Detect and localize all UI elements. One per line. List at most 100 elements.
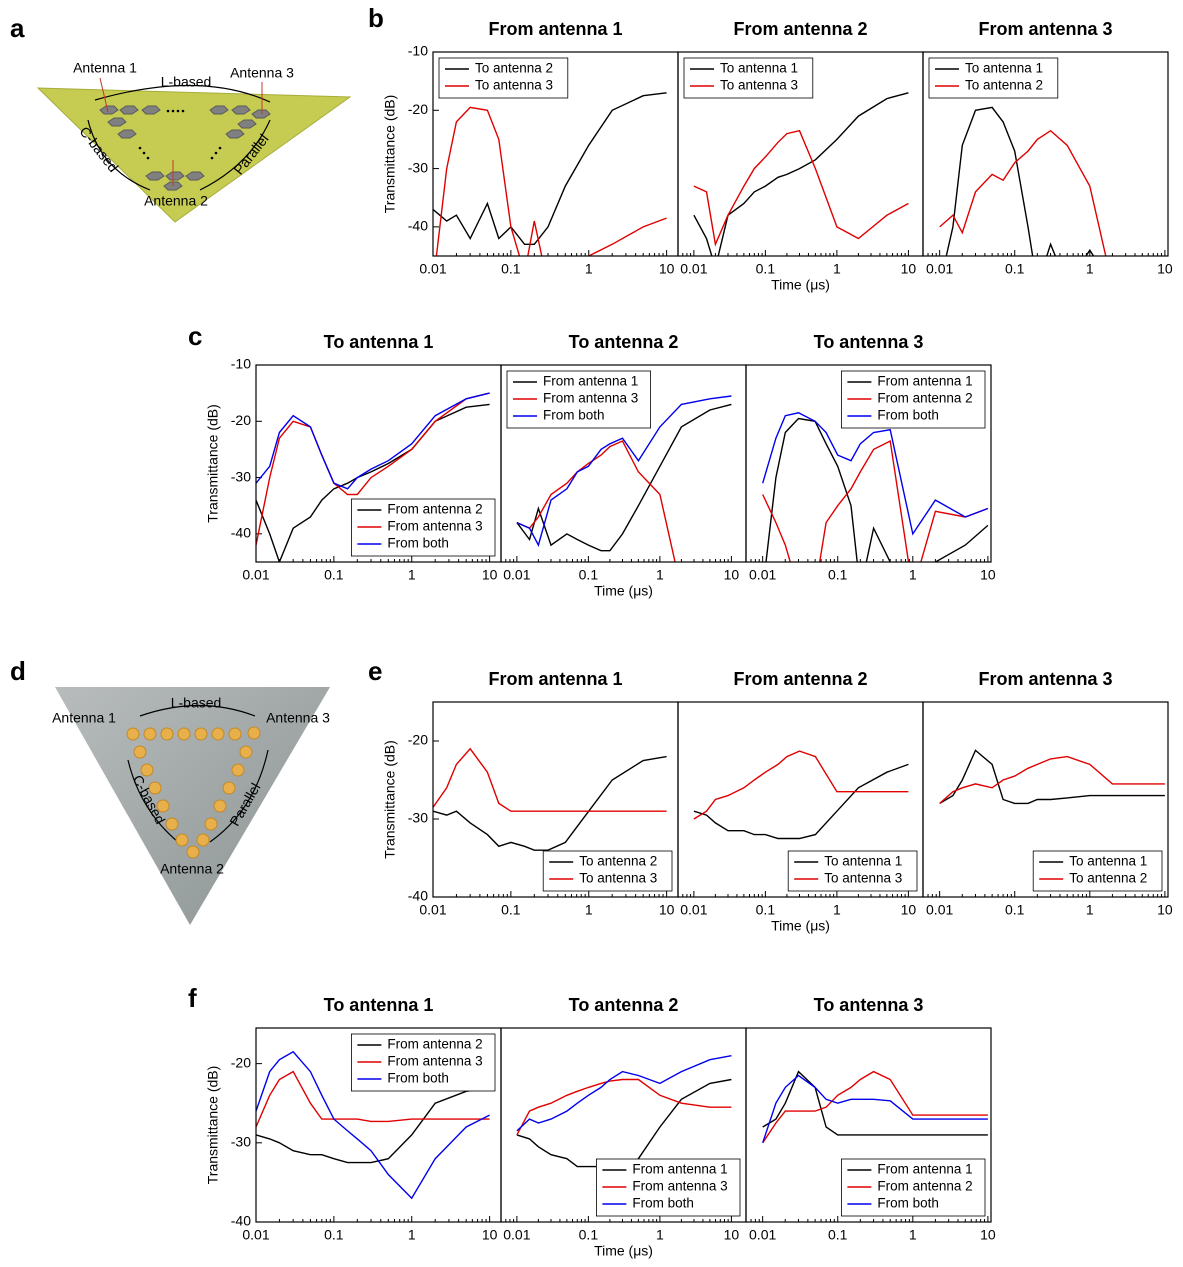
x-tick-label: 0.01 [242, 567, 269, 583]
x-tick-label: 0.1 [828, 1227, 848, 1243]
y-tick-label: -20 [231, 1054, 251, 1070]
x-tick-label: 10 [1157, 261, 1173, 277]
chart-title: To antenna 1 [324, 995, 434, 1015]
lines [693, 750, 909, 840]
legend-label: To antenna 1 [824, 854, 902, 869]
line-series [693, 750, 909, 820]
x-tick-label: 1 [585, 902, 593, 918]
legend-label: To antenna 3 [579, 871, 657, 886]
y-tick-label: -10 [231, 356, 251, 372]
x-tick-label: 1 [909, 1227, 917, 1243]
line-series [256, 1086, 490, 1164]
legend-label: From antenna 1 [543, 374, 638, 389]
x-tick-label: 0.1 [501, 902, 521, 918]
chart: To antenna 1 0.01 0.1 1 10 -40 -30 -20 -10 Transm… [205, 332, 502, 583]
x-tick-label: 0.01 [926, 902, 953, 918]
x-tick-label: 1 [656, 567, 664, 583]
line-series [693, 763, 909, 840]
x-tick-label: 10 [901, 261, 917, 277]
legend-box [683, 57, 814, 99]
legend-label: From both [632, 1196, 694, 1211]
line-series [435, 106, 667, 256]
panel-label: d [10, 656, 26, 686]
legend-label: From antenna 3 [387, 1054, 482, 1069]
plot-frame [922, 51, 1169, 257]
legend: From antenna 2 From antenna 3 From both [350, 1033, 496, 1092]
x-tick-label: 10 [980, 567, 996, 583]
legend-label: To antenna 2 [965, 78, 1043, 93]
line-series [762, 1070, 988, 1144]
line-series [256, 392, 490, 546]
legend-label: From antenna 2 [387, 1037, 482, 1052]
line-series [939, 755, 1165, 804]
legend-label: To antenna 3 [824, 871, 902, 886]
x-tick-label: 1 [408, 1227, 416, 1243]
chart-title: From antenna 1 [488, 19, 622, 39]
chart: To antenna 1 0.01 0.1 1 10 -40 -30 -20 Transmitt… [205, 995, 502, 1243]
x-tick-label: 1 [656, 1227, 664, 1243]
legend-label: From antenna 3 [632, 1179, 727, 1194]
legend-box [542, 850, 673, 892]
legend: To antenna 1 To antenna 2 [928, 57, 1059, 99]
x-tick-label: 10 [901, 902, 917, 918]
y-tick-label: -30 [231, 468, 251, 484]
plot-frame [745, 1027, 992, 1223]
chart-title: From antenna 1 [488, 669, 622, 689]
line-series [762, 1070, 988, 1136]
plot-frame [745, 364, 992, 563]
x-axis-label: Time (μs) [594, 1243, 653, 1259]
x-tick-label: 10 [659, 902, 675, 918]
charts: From antenna 1 0.01 0.1 1 10 -40 -30 -20 -10 Tran… [205, 19, 1173, 1259]
legend-label: From antenna 3 [543, 391, 638, 406]
legend-box [928, 57, 1059, 99]
line-series [516, 1055, 732, 1132]
x-tick-label: 0.1 [579, 567, 599, 583]
line-series [939, 749, 1165, 805]
lines [516, 1055, 732, 1172]
illustration-label: Antenna 3 [230, 65, 294, 81]
x-tick-label: 0.01 [680, 261, 707, 277]
line-series [939, 129, 1107, 256]
x-tick-label: 0.1 [756, 261, 776, 277]
legend-label: To antenna 2 [475, 61, 553, 76]
line-series [516, 440, 676, 562]
illustration-a: Antenna 1 L-based Antenna 3 C-based Para… [36, 60, 352, 223]
y-tick-label: -40 [231, 1213, 251, 1229]
legend-box [506, 370, 652, 429]
lines [256, 392, 490, 562]
chart: To antenna 2 0.01 0.1 1 10 Time (μs) From ante… [500, 995, 747, 1259]
x-tick-label: 0.1 [324, 567, 344, 583]
y-axis-label: Transmittance (dB) [382, 95, 398, 214]
line-series [516, 1078, 732, 1172]
panel-label: f [188, 983, 197, 1013]
x-tick-label: 0.01 [926, 261, 953, 277]
legend-label: From antenna 2 [387, 502, 482, 517]
legend-label: From both [877, 1196, 939, 1211]
x-tick-label: 1 [909, 567, 917, 583]
panel-label: e [368, 656, 382, 686]
y-axis-label: Transmittance (dB) [205, 1066, 221, 1185]
x-tick-label: 0.01 [503, 1227, 530, 1243]
legend-label: From antenna 2 [877, 1179, 972, 1194]
x-tick-label: 10 [724, 1227, 740, 1243]
y-tick-label: -10 [408, 43, 428, 59]
y-tick-label: -40 [408, 888, 428, 904]
line-series [762, 1074, 988, 1144]
chart-title: To antenna 3 [814, 995, 924, 1015]
lines [939, 106, 1107, 256]
chart-title: To antenna 2 [569, 995, 679, 1015]
illustration-label: Antenna 1 [73, 60, 137, 76]
x-axis-label: Time (μs) [594, 583, 653, 599]
panel-label: c [188, 321, 202, 351]
x-axis-label: Time (μs) [771, 918, 830, 934]
chart: From antenna 1 0.01 0.1 1 10 -40 -30 -20 -10 Tran… [382, 19, 679, 277]
legend: To antenna 1 To antenna 3 [787, 850, 918, 892]
illustration-label: L-based [171, 695, 222, 711]
y-tick-label: -20 [408, 101, 428, 117]
line-series [762, 412, 989, 536]
x-tick-label: 10 [482, 1227, 498, 1243]
